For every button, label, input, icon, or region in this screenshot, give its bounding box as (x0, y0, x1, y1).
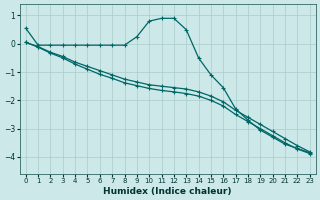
X-axis label: Humidex (Indice chaleur): Humidex (Indice chaleur) (103, 187, 232, 196)
